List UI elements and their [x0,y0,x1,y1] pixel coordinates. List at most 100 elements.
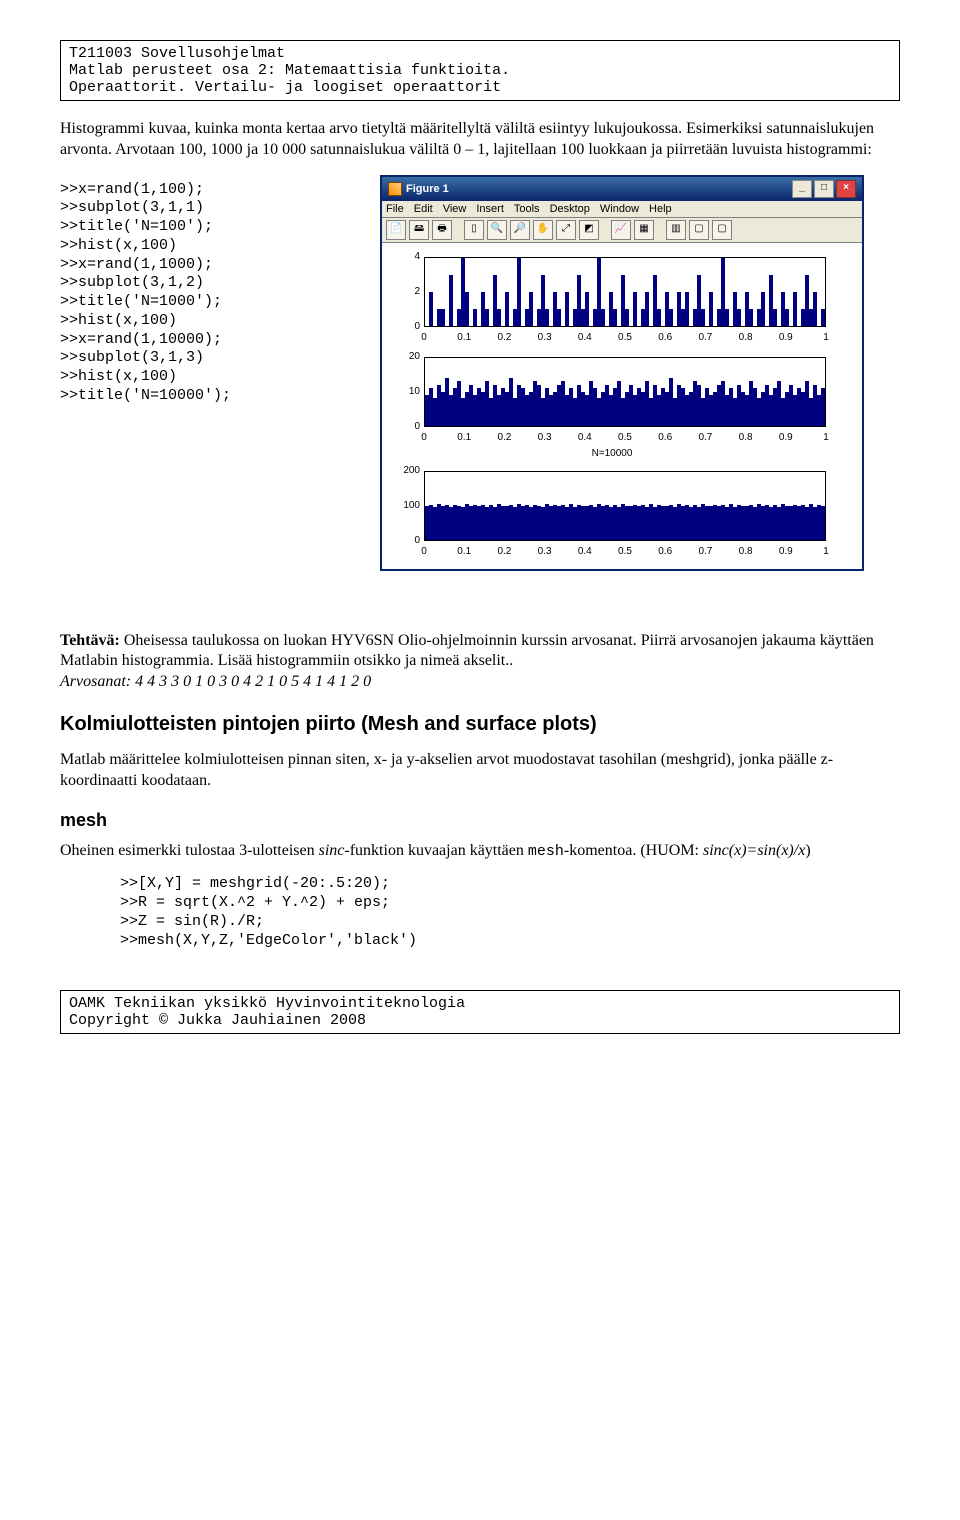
toolbar-button-9[interactable]: 📈 [611,220,631,240]
histogram-bar [633,292,637,326]
xtick: 0.6 [658,432,672,443]
toolbar-button-2[interactable]: 🖶 [432,220,452,240]
toolbar-button-12[interactable]: ▢ [689,220,709,240]
menu-view[interactable]: View [443,203,467,215]
xtick: 0.4 [578,546,592,557]
maximize-button[interactable]: □ [814,180,834,198]
histogram-bar [813,292,817,326]
toolbar-button-11[interactable]: ▥ [666,220,686,240]
toolbar-button-6[interactable]: ✋ [533,220,553,240]
xtick: 0.9 [779,332,793,343]
code-line: >>R = sqrt(X.^2 + Y.^2) + eps; [120,894,900,913]
xtick: 0.9 [779,432,793,443]
figure-titlebar[interactable]: Figure 1 _ □ × [382,177,862,201]
histogram-bar [761,292,765,326]
mesh-intro-e: ) [805,842,810,859]
xtick: 0.6 [658,546,672,557]
xtick: 0.1 [457,432,471,443]
histogram-bar [821,388,825,425]
task-body: Oheisessa taulukossa on luokan HYV6SN Ol… [60,632,874,670]
histogram-bar [749,309,753,326]
xtick: 0.4 [578,432,592,443]
toolbar-button-1[interactable]: 🖴 [409,220,429,240]
figure-window: Figure 1 _ □ × File Edit View Insert Tools De… [380,175,864,571]
histogram-bar [465,292,469,326]
menu-insert[interactable]: Insert [476,203,504,215]
histogram-bar [657,309,661,326]
subplot-title: N=10000 [392,448,832,459]
plot-area [424,471,826,541]
xtick: 1 [823,546,829,557]
task-paragraph: Tehtävä: Oheisessa taulukossa on luokan … [60,631,900,693]
code-line: >>hist(x,100) [60,312,360,331]
menu-tools[interactable]: Tools [514,203,540,215]
matlab-icon [388,182,402,196]
toolbar-button-0[interactable]: 📄 [386,220,406,240]
histogram-bar [821,506,825,540]
subplot-2: 2010000.10.20.30.40.50.60.70.80.91N=1000… [392,349,832,445]
toolbar-button-5[interactable]: 🔎 [510,220,530,240]
mesh-intro: Oheinen esimerkki tulostaa 3-ulotteisen … [60,841,900,862]
code-line: >>[X,Y] = meshgrid(-20:.5:20); [120,875,900,894]
histogram-bar [685,292,689,326]
section-mesh-title: Kolmiulotteisten pintojen piirto (Mesh a… [60,713,900,736]
plot-area [424,357,826,427]
header-line1: T211003 Sovellusohjelmat [69,45,891,62]
ytick: 0 [392,536,420,546]
xtick: 0.3 [538,546,552,557]
menu-file[interactable]: File [386,203,404,215]
histogram-bar [645,292,649,326]
histogram-bar [613,309,617,326]
histogram-bar [529,292,533,326]
xtick: 0.4 [578,332,592,343]
mesh-heading: mesh [60,810,900,831]
toolbar-button-3[interactable]: ▯ [464,220,484,240]
toolbar-button-10[interactable]: ▦ [634,220,654,240]
xtick: 0.3 [538,432,552,443]
histogram-bar [517,258,521,326]
header-box: T211003 Sovellusohjelmat Matlab perustee… [60,40,900,101]
histogram-bar [737,309,741,326]
code-line: >>title('N=10000'); [60,387,360,406]
figure-title: Figure 1 [406,183,449,195]
code-line: >>x=rand(1,10000); [60,331,360,350]
menu-help[interactable]: Help [649,203,672,215]
mesh-intro-b: sinc [319,842,345,859]
close-button[interactable]: × [836,180,856,198]
xtick: 0.1 [457,332,471,343]
histogram-bar [429,292,433,326]
window-controls: _ □ × [792,180,856,198]
toolbar-button-8[interactable]: ◩ [579,220,599,240]
toolbar-button-7[interactable]: ⤢ [556,220,576,240]
toolbar-button-4[interactable]: 🔍 [487,220,507,240]
mesh-intro-d: -komentoa. (HUOM: [564,842,703,859]
ytick: 0 [392,322,420,332]
figure-toolbar: 📄🖴🖶▯🔍🔎✋⤢◩📈▦▥▢▢ [382,218,862,243]
toolbar-button-13[interactable]: ▢ [712,220,732,240]
histogram-bar [821,309,825,326]
xtick: 0.7 [698,332,712,343]
xtick: 0.5 [618,432,632,443]
menu-desktop[interactable]: Desktop [550,203,590,215]
code-line: >>subplot(3,1,1) [60,199,360,218]
histogram-bar [601,309,605,326]
histogram-bar [545,309,549,326]
menu-window[interactable]: Window [600,203,639,215]
mesh-intro-a: Oheinen esimerkki tulostaa 3-ulotteisen [60,842,319,859]
xtick: 0 [421,332,427,343]
minimize-button[interactable]: _ [792,180,812,198]
histogram-bar [669,309,673,326]
histogram-bar [701,309,705,326]
xtick: 0.8 [739,546,753,557]
xtick: 1 [823,332,829,343]
histogram-bar [441,309,445,326]
code-line: >>title('N=1000'); [60,293,360,312]
xtick: 0.2 [497,432,511,443]
xtick: 0.5 [618,546,632,557]
footer-box: OAMK Tekniikan yksikkö Hyvinvointiteknol… [60,990,900,1034]
figure-menubar: File Edit View Insert Tools Desktop Window Help [382,201,862,218]
histogram-bar [773,309,777,326]
xtick: 0.2 [497,332,511,343]
menu-edit[interactable]: Edit [414,203,433,215]
section-mesh-body: Matlab määrittelee kolmiulotteisen pinna… [60,750,900,792]
